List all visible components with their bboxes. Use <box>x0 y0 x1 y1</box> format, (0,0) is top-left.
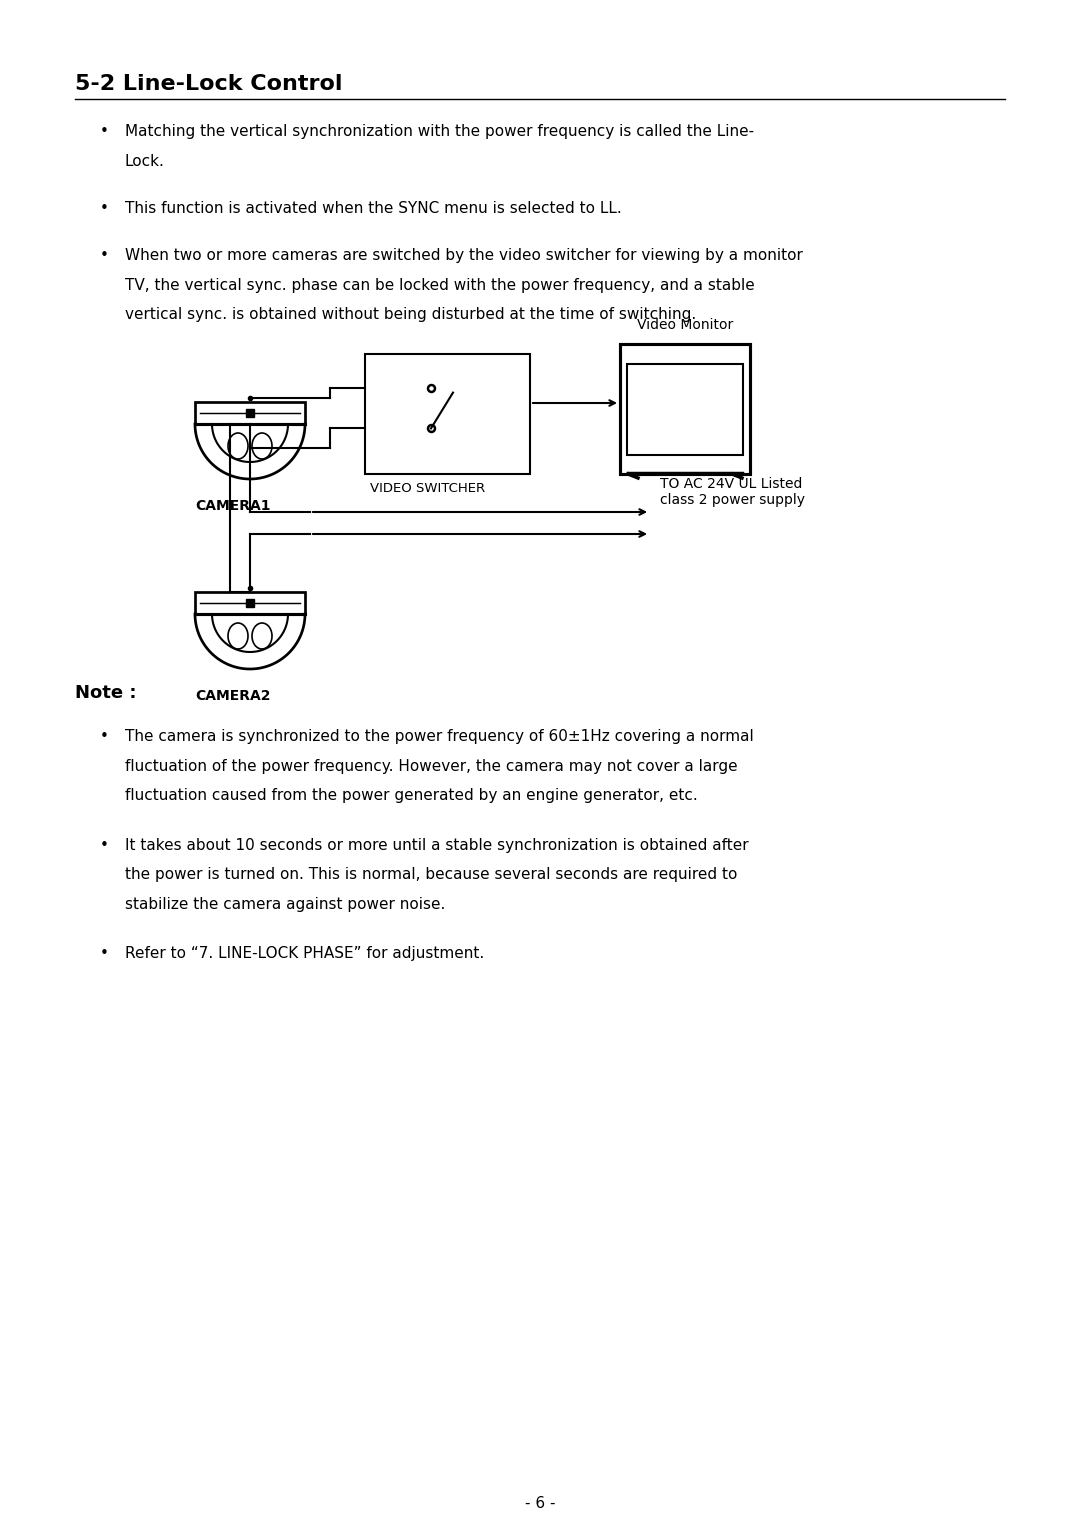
Text: 5-2 Line-Lock Control: 5-2 Line-Lock Control <box>75 73 342 93</box>
Text: stabilize the camera against power noise.: stabilize the camera against power noise… <box>125 896 445 911</box>
Text: fluctuation of the power frequency. However, the camera may not cover a large: fluctuation of the power frequency. Howe… <box>125 758 738 774</box>
Text: •: • <box>100 200 109 216</box>
Bar <box>365 355 530 474</box>
Text: CAMERA1: CAMERA1 <box>195 498 270 514</box>
Text: •: • <box>100 124 109 139</box>
Text: Note :: Note : <box>75 683 136 702</box>
Bar <box>627 364 743 454</box>
Text: •: • <box>100 249 109 263</box>
Text: the power is turned on. This is normal, because several seconds are required to: the power is turned on. This is normal, … <box>125 867 738 882</box>
Bar <box>620 344 750 474</box>
Text: When two or more cameras are switched by the video switcher for viewing by a mon: When two or more cameras are switched by… <box>125 249 802 263</box>
Bar <box>195 592 305 615</box>
Text: VIDEO SWITCHER: VIDEO SWITCHER <box>370 482 485 495</box>
Text: TO AC 24V UL Listed
class 2 power supply: TO AC 24V UL Listed class 2 power supply <box>660 477 805 508</box>
Text: Refer to “7. LINE-LOCK PHASE” for adjustment.: Refer to “7. LINE-LOCK PHASE” for adjust… <box>125 946 484 962</box>
Text: vertical sync. is obtained without being disturbed at the time of switching.: vertical sync. is obtained without being… <box>125 307 697 323</box>
Text: Video Monitor: Video Monitor <box>637 318 733 332</box>
Text: Matching the vertical synchronization with the power frequency is called the Lin: Matching the vertical synchronization wi… <box>125 124 754 139</box>
Text: It takes about 10 seconds or more until a stable synchronization is obtained aft: It takes about 10 seconds or more until … <box>125 838 748 853</box>
Text: CAMERA2: CAMERA2 <box>195 690 270 703</box>
Text: - 6 -: - 6 - <box>525 1497 555 1512</box>
Text: The camera is synchronized to the power frequency of 60±1Hz covering a normal: The camera is synchronized to the power … <box>125 729 754 745</box>
Text: •: • <box>100 729 109 745</box>
Text: This function is activated when the SYNC menu is selected to LL.: This function is activated when the SYNC… <box>125 200 622 216</box>
Bar <box>246 408 254 417</box>
Bar <box>246 599 254 607</box>
Text: •: • <box>100 838 109 853</box>
Text: TV, the vertical sync. phase can be locked with the power frequency, and a stabl: TV, the vertical sync. phase can be lock… <box>125 278 755 294</box>
Text: fluctuation caused from the power generated by an engine generator, etc.: fluctuation caused from the power genera… <box>125 787 698 803</box>
Text: Lock.: Lock. <box>125 153 165 168</box>
Bar <box>195 402 305 424</box>
Text: •: • <box>100 946 109 962</box>
